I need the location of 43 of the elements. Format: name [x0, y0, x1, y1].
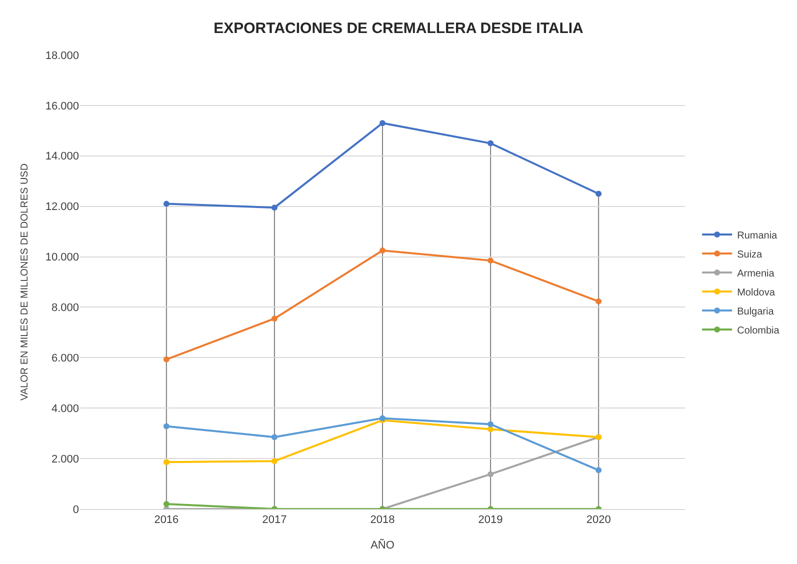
y-tick-label: 2.000	[51, 453, 79, 466]
y-tick-label: 6.000	[51, 352, 79, 365]
y-tick-label: 4.000	[51, 402, 79, 415]
point	[271, 458, 278, 464]
x-tick-label: 2016	[154, 514, 179, 526]
y-tick-label: 12.000	[45, 201, 79, 214]
point	[380, 247, 386, 254]
point	[163, 459, 170, 466]
point	[488, 421, 494, 428]
legend-label: Rumania	[737, 230, 778, 242]
y-tick-label: 10.000	[45, 252, 79, 264]
point	[488, 258, 494, 264]
point	[596, 298, 602, 304]
point	[488, 140, 494, 146]
legend-label: Bulgaria	[737, 306, 774, 318]
point	[271, 316, 278, 322]
y-axis-title: VALOR EN MILES DE MILLONES DE DOLRES USD	[19, 163, 30, 401]
chart-title: EXPORTACIONES DE CREMALLERA DESDE ITALIA	[214, 20, 584, 38]
x-axis-title: AÑO	[370, 538, 395, 552]
point	[163, 356, 170, 362]
legend-label: Colombia	[737, 325, 780, 336]
legend-label: Suiza	[737, 249, 763, 260]
point	[163, 500, 170, 507]
point	[380, 120, 386, 126]
y-tick-label: 14.000	[45, 150, 79, 163]
x-tick-label: 2018	[370, 514, 395, 526]
point	[271, 204, 278, 211]
point	[488, 471, 494, 478]
point	[596, 190, 602, 197]
point	[163, 200, 170, 207]
legend-label: Armenia	[737, 268, 775, 280]
y-tick-label: 0	[72, 504, 79, 516]
y-tick-label: 18.000	[45, 50, 79, 62]
x-tick-label: 2017	[262, 514, 287, 526]
x-tick-label: 2020	[586, 514, 611, 526]
point	[596, 467, 602, 474]
point	[488, 426, 494, 432]
y-tick-label: 8.000	[51, 302, 79, 314]
point	[271, 434, 278, 440]
legend-label: Moldova	[737, 287, 776, 298]
y-tick-label: 16.000	[45, 100, 79, 112]
point	[163, 423, 170, 430]
x-tick-label: 2019	[478, 514, 503, 526]
